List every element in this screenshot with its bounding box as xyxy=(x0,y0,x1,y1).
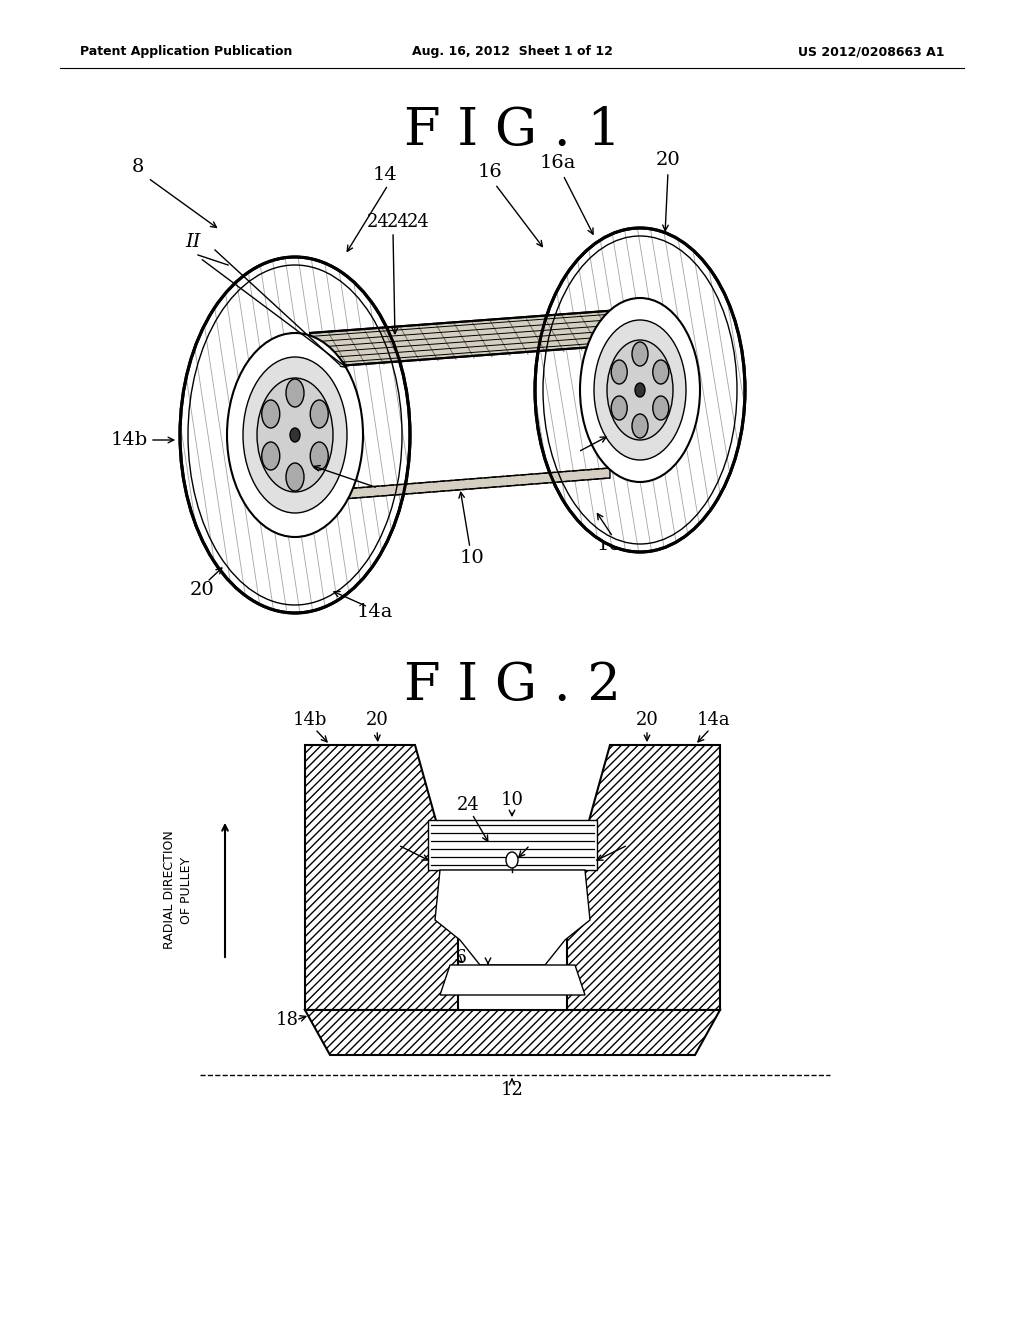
Text: 16a: 16a xyxy=(540,154,577,172)
Text: 26: 26 xyxy=(476,949,500,968)
Text: Patent Application Publication: Patent Application Publication xyxy=(80,45,293,58)
Ellipse shape xyxy=(227,333,362,537)
Ellipse shape xyxy=(652,396,669,420)
Text: 24: 24 xyxy=(407,213,429,231)
Ellipse shape xyxy=(262,442,280,470)
Text: 24: 24 xyxy=(367,213,389,231)
Text: 8: 8 xyxy=(132,158,144,176)
Text: 12: 12 xyxy=(501,1081,523,1100)
Text: 28: 28 xyxy=(523,829,547,847)
Polygon shape xyxy=(305,744,458,1010)
Text: 16b: 16b xyxy=(596,536,634,554)
Polygon shape xyxy=(567,744,720,1010)
Text: US 2012/0208663 A1: US 2012/0208663 A1 xyxy=(798,45,944,58)
Ellipse shape xyxy=(243,356,347,513)
Text: II: II xyxy=(185,234,201,251)
Polygon shape xyxy=(305,1010,720,1055)
Text: 22: 22 xyxy=(379,832,401,849)
Text: 10: 10 xyxy=(460,549,484,568)
Text: 14b: 14b xyxy=(293,711,328,729)
Text: Aug. 16, 2012  Sheet 1 of 12: Aug. 16, 2012 Sheet 1 of 12 xyxy=(412,45,612,58)
Text: 14a: 14a xyxy=(356,603,393,620)
Text: F I G . 1: F I G . 1 xyxy=(403,106,621,156)
Ellipse shape xyxy=(310,442,329,470)
Text: 14: 14 xyxy=(373,166,397,183)
Text: 24: 24 xyxy=(457,796,479,814)
Ellipse shape xyxy=(611,360,628,384)
Ellipse shape xyxy=(257,378,333,492)
Ellipse shape xyxy=(632,414,648,438)
Ellipse shape xyxy=(607,341,673,440)
Text: 22: 22 xyxy=(624,832,646,849)
Ellipse shape xyxy=(611,396,628,420)
Text: 18: 18 xyxy=(373,480,397,499)
Ellipse shape xyxy=(580,298,700,482)
Polygon shape xyxy=(428,820,597,870)
Text: 24: 24 xyxy=(387,213,410,231)
Ellipse shape xyxy=(290,428,300,442)
Ellipse shape xyxy=(632,342,648,366)
Text: 20: 20 xyxy=(189,581,214,599)
Ellipse shape xyxy=(286,379,304,407)
Ellipse shape xyxy=(262,400,280,428)
Polygon shape xyxy=(310,310,620,368)
Ellipse shape xyxy=(594,319,686,459)
Text: RADIAL DIRECTION
OF PULLEY: RADIAL DIRECTION OF PULLEY xyxy=(163,830,193,949)
Text: 10: 10 xyxy=(501,791,523,809)
Text: 16: 16 xyxy=(477,162,503,181)
Polygon shape xyxy=(435,870,590,965)
Polygon shape xyxy=(440,965,585,995)
Text: 18: 18 xyxy=(275,1011,299,1030)
Ellipse shape xyxy=(506,851,518,869)
Text: 14b: 14b xyxy=(111,432,148,449)
Ellipse shape xyxy=(652,360,669,384)
Text: F I G . 2: F I G . 2 xyxy=(403,660,621,711)
Ellipse shape xyxy=(180,257,410,612)
Polygon shape xyxy=(330,469,610,500)
Text: 20: 20 xyxy=(655,150,680,169)
Text: 20: 20 xyxy=(366,711,388,729)
Ellipse shape xyxy=(310,400,329,428)
Ellipse shape xyxy=(286,463,304,491)
Text: 20: 20 xyxy=(636,711,658,729)
Text: 26: 26 xyxy=(444,949,467,968)
Ellipse shape xyxy=(635,383,645,397)
Text: 18: 18 xyxy=(560,446,585,465)
Ellipse shape xyxy=(535,228,745,552)
Text: 14a: 14a xyxy=(697,711,731,729)
